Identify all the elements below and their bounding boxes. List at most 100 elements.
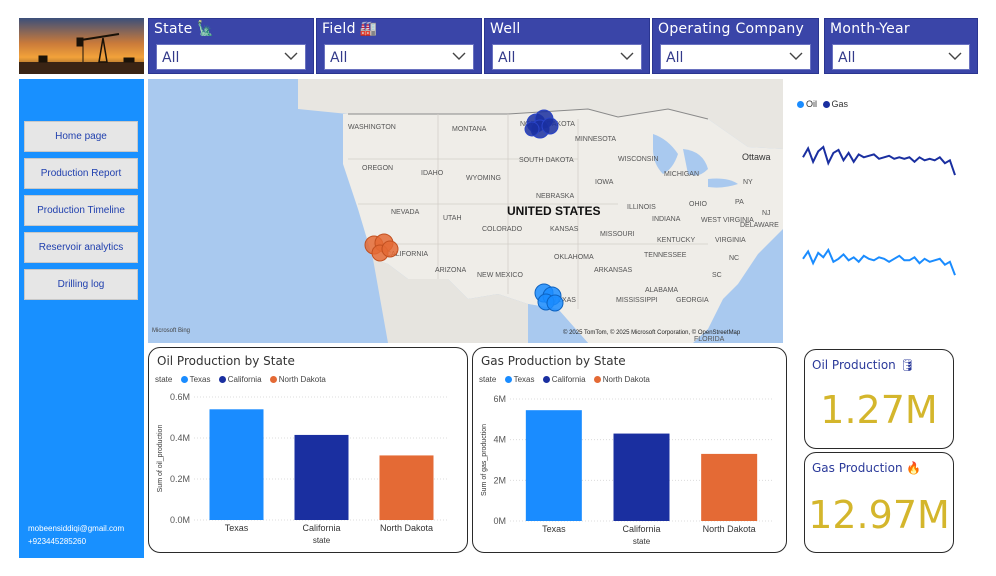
state-label: IDAHO — [421, 170, 444, 177]
state-label: WISCONSIN — [618, 156, 659, 163]
slicer-label: Month-Year — [830, 21, 910, 37]
legend-dot — [504, 376, 512, 383]
gas-production-chart-card: Gas Production by State state Texas Cali… — [472, 347, 787, 553]
dropdown-value: All — [838, 50, 856, 66]
kpi-value: 1.27M — [820, 388, 938, 432]
sparkline-line — [802, 247, 956, 276]
statue-of-liberty-icon: 🗽 — [196, 21, 215, 37]
nav-drilling-log-button[interactable]: Drilling log — [24, 269, 138, 300]
contact-email: mobeensiddiqi@gmail.com — [28, 524, 125, 533]
x-axis-title: state — [633, 537, 651, 546]
y-tick-label: 0.4M — [170, 433, 190, 443]
state-label: VIRGINIA — [715, 237, 746, 244]
x-tick-label: California — [302, 523, 340, 533]
y-axis-title: Sum of gas_production — [481, 424, 488, 496]
slicer-label: Well — [490, 21, 521, 37]
state-label: CALIFORNIA — [386, 251, 429, 258]
state-label: ARIZONA — [435, 267, 467, 274]
well-marker — [541, 117, 559, 135]
contact-phone: +923445285260 — [28, 537, 87, 546]
chart-title: Oil Production by State — [157, 354, 295, 368]
legend-dot — [269, 376, 277, 383]
well-marker — [381, 240, 399, 258]
gas-production-kpi-card: Gas Production 🔥 12.97M — [804, 452, 954, 553]
legend-title: state — [155, 375, 173, 384]
state-label: TENNESSEE — [644, 252, 687, 259]
chevron-down-icon — [620, 52, 634, 60]
field-dropdown[interactable]: All — [324, 44, 474, 70]
slicer-field: Field 🏭 All — [316, 18, 482, 74]
state-label: SOUTH DAKOTA — [519, 157, 574, 164]
oil-production-kpi-card: Oil Production 🛢 1.27M — [804, 349, 954, 449]
x-tick-label: Texas — [542, 524, 566, 534]
state-label: IOWA — [595, 179, 614, 186]
bar-california — [613, 433, 670, 521]
sparkline-legend: Oil Gas — [797, 99, 848, 109]
oil-rig-logo — [19, 18, 144, 74]
well-markers — [364, 109, 564, 312]
y-tick-label: 2M — [493, 475, 506, 485]
state-label: UTAH — [443, 215, 462, 222]
oil-barrel-icon: 🛢 — [899, 358, 915, 372]
kpi-value: 12.97M — [808, 493, 950, 537]
dropdown-value: All — [666, 50, 684, 66]
state-label: MICHIGAN — [664, 171, 699, 178]
legend-california: California — [551, 375, 586, 384]
state-label: NEVADA — [391, 209, 420, 216]
state-label: WEST VIRGINIA — [701, 217, 754, 224]
state-label: ARKANSAS — [594, 267, 633, 274]
bar-texas — [209, 409, 264, 520]
x-tick-label: North Dakota — [380, 523, 433, 533]
factory-icon: 🏭 — [359, 21, 378, 37]
nav-home-page-button[interactable]: Home page — [24, 121, 138, 152]
sparkline-line — [802, 145, 956, 176]
legend-gas: Gas — [831, 99, 849, 109]
legend-california: California — [227, 375, 262, 384]
dropdown-value: All — [330, 50, 348, 66]
chevron-down-icon — [284, 52, 298, 60]
slicer-label: Operating Company — [658, 21, 805, 37]
state-label: MONTANA — [452, 126, 487, 133]
state-label: KENTUCKY — [657, 237, 696, 244]
gas-sparkline — [802, 145, 956, 176]
slicer-operating-company: Operating Company All — [652, 18, 819, 74]
california-cluster — [364, 233, 399, 262]
country-label: UNITED STATES — [507, 204, 601, 218]
slicer-label: Field — [322, 21, 356, 37]
nav-reservoir-analytics-button[interactable]: Reservoir analytics — [24, 232, 138, 263]
production-map[interactable]: WASHINGTON MONTANA NORTH DAKOTA MINNESOT… — [148, 79, 783, 343]
state-label: OHIO — [689, 201, 707, 208]
state-label: OKLAHOMA — [554, 254, 594, 261]
map-attribution: © 2025 TomTom, © 2025 Microsoft Corporat… — [563, 330, 741, 336]
dropdown-value: All — [498, 50, 516, 66]
well-dropdown[interactable]: All — [492, 44, 642, 70]
state-label: ILLINOIS — [627, 204, 656, 211]
state-label: NEBRASKA — [536, 193, 575, 200]
sidebar: Home page Production Report Production T… — [19, 79, 144, 558]
x-axis-title: state — [313, 536, 331, 545]
month-year-dropdown[interactable]: All — [832, 44, 970, 70]
bar-north-dakota — [701, 453, 758, 521]
state-label: KANSAS — [550, 226, 579, 233]
operating-company-dropdown[interactable]: All — [660, 44, 811, 70]
state-label: MISSOURI — [600, 231, 635, 238]
y-tick-label: 4M — [493, 435, 506, 445]
slicer-month-year: Month-Year All — [824, 18, 978, 74]
bar-california — [294, 434, 349, 520]
state-label: SC — [712, 272, 722, 279]
legend-north-dakota: North Dakota — [602, 375, 650, 384]
nav-production-report-button[interactable]: Production Report — [24, 158, 138, 189]
state-label: OREGON — [362, 165, 394, 172]
bar-texas — [525, 410, 582, 521]
legend-title: state — [479, 375, 497, 384]
bar-north-dakota — [379, 455, 434, 520]
nav-production-timeline-button[interactable]: Production Timeline — [24, 195, 138, 226]
legend-dot — [542, 376, 550, 383]
state-dropdown[interactable]: All — [156, 44, 306, 70]
state-label: WYOMING — [466, 175, 501, 182]
oil-sparkline — [802, 247, 956, 276]
state-label: NJ — [762, 210, 771, 217]
legend-north-dakota: North Dakota — [278, 375, 326, 384]
state-label: ALABAMA — [645, 287, 679, 294]
state-label: FLORIDA — [694, 336, 725, 343]
